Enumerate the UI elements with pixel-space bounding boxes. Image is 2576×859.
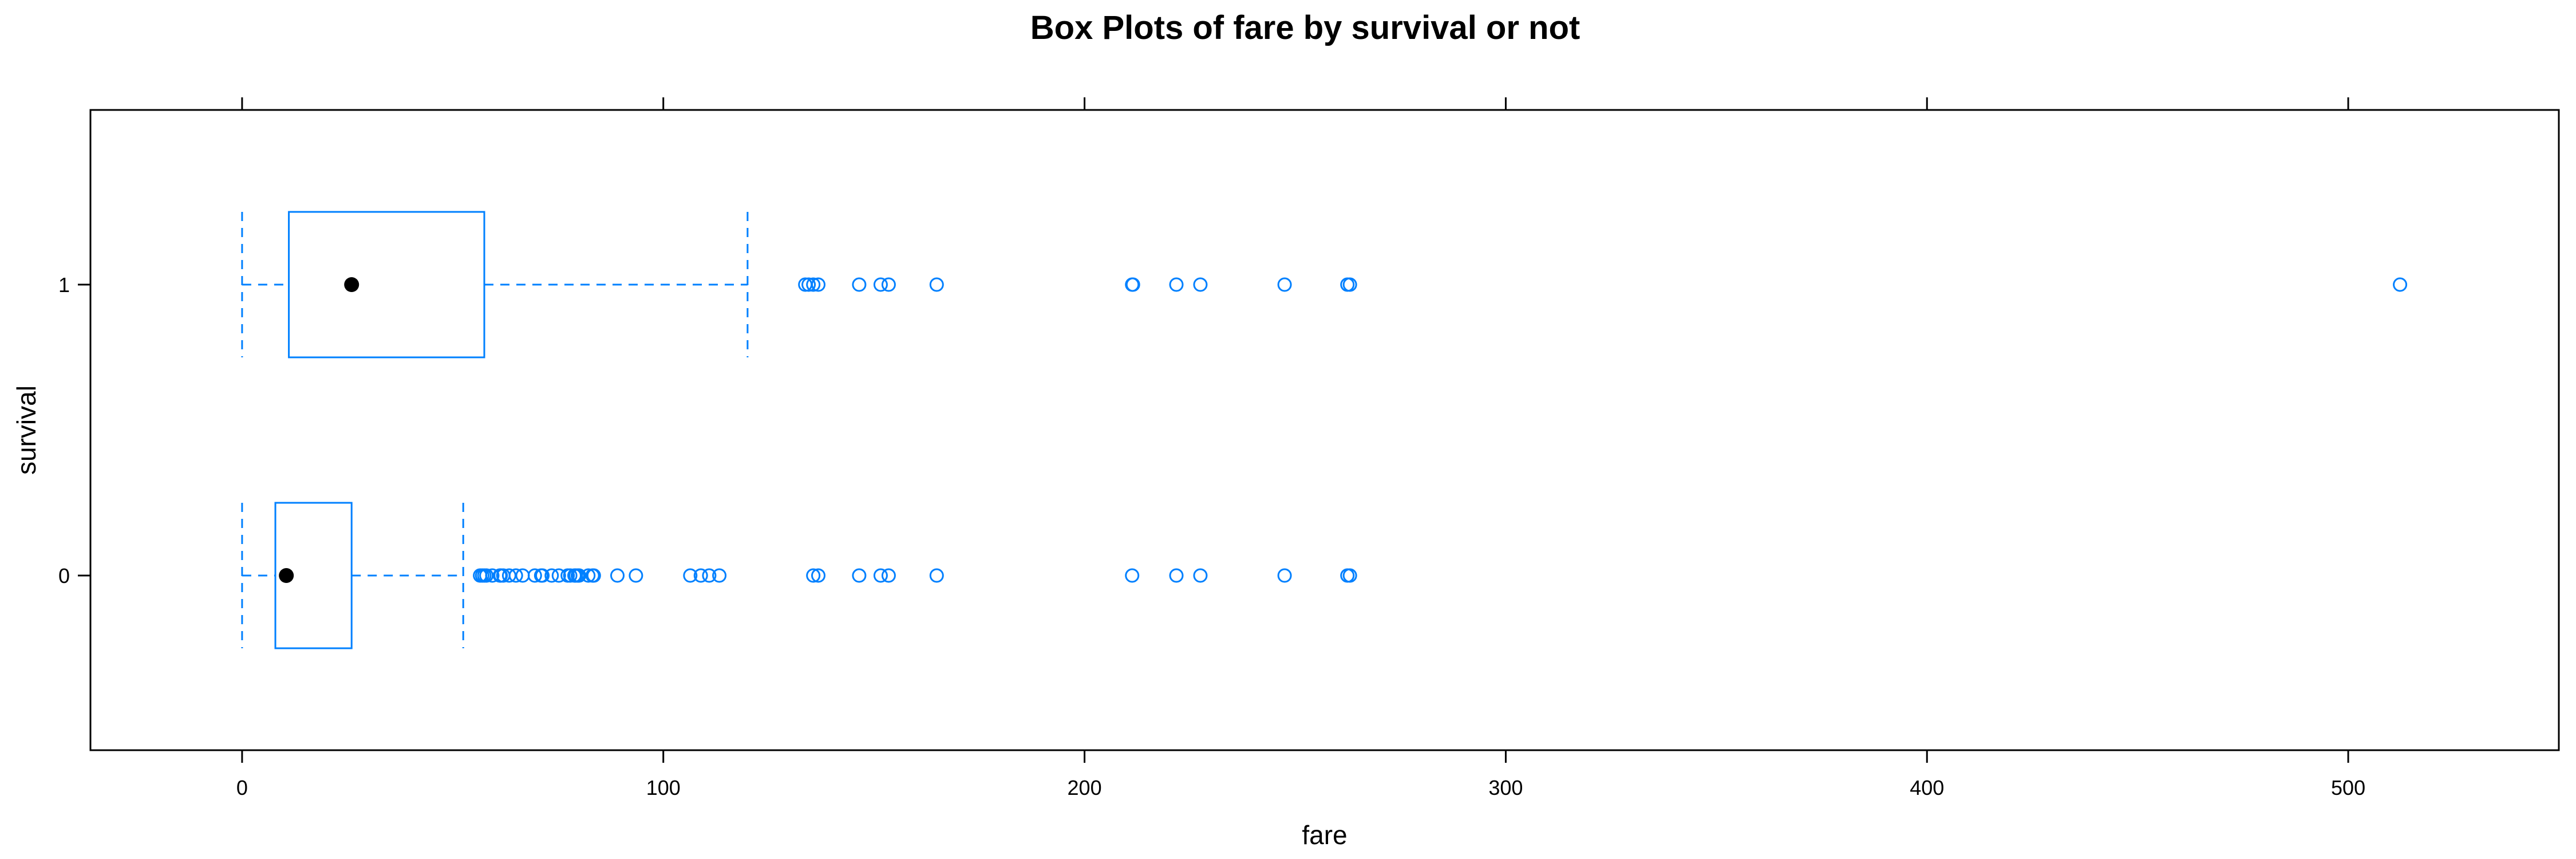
outlier-point bbox=[544, 568, 559, 583]
outlier-point bbox=[693, 568, 708, 583]
box-group-1 bbox=[241, 211, 2408, 358]
box-group-0 bbox=[241, 502, 1357, 649]
outlier-point bbox=[806, 568, 821, 583]
outlier-point bbox=[1342, 277, 1357, 292]
outlier-point bbox=[1193, 568, 1208, 583]
outlier-point bbox=[2393, 277, 2408, 292]
y-tick-label: 0 bbox=[58, 564, 70, 588]
median-dot bbox=[344, 277, 359, 292]
outlier-point bbox=[610, 568, 625, 583]
outlier-point bbox=[586, 568, 601, 583]
y-axis: 01 bbox=[58, 273, 90, 588]
outlier-point bbox=[806, 277, 821, 292]
box-iqr bbox=[288, 211, 485, 358]
y-axis-label: survival bbox=[11, 385, 41, 475]
median-dot bbox=[279, 568, 294, 583]
outlier-point bbox=[1125, 277, 1140, 292]
outlier-point bbox=[881, 568, 896, 583]
box-iqr bbox=[274, 502, 353, 649]
outlier-point bbox=[1169, 277, 1184, 292]
outlier-point bbox=[1277, 568, 1292, 583]
outlier-point bbox=[485, 568, 500, 583]
outlier-point bbox=[535, 568, 550, 583]
outlier-point bbox=[873, 568, 888, 583]
outlier-point bbox=[712, 568, 727, 583]
outlier-point bbox=[1193, 277, 1208, 292]
x-tick-label: 400 bbox=[1910, 776, 1944, 799]
x-axis-top-ticks bbox=[241, 97, 2349, 110]
outlier-point bbox=[929, 568, 944, 583]
outlier-point bbox=[563, 568, 578, 583]
outlier-point bbox=[1125, 568, 1140, 583]
chart-title: Box Plots of fare by survival or not bbox=[1030, 9, 1580, 46]
outlier-point bbox=[551, 568, 566, 583]
x-tick-label: 200 bbox=[1068, 776, 1102, 799]
outlier-point bbox=[1277, 277, 1292, 292]
outlier-point bbox=[852, 277, 867, 292]
x-tick-label: 500 bbox=[2331, 776, 2365, 799]
outlier-point bbox=[801, 277, 816, 292]
outlier-point bbox=[1342, 568, 1357, 583]
outlier-point bbox=[811, 568, 826, 583]
outlier-point bbox=[929, 277, 944, 292]
outlier-point bbox=[881, 277, 896, 292]
outlier-point bbox=[581, 568, 596, 583]
outlier-point bbox=[1169, 568, 1184, 583]
outlier-point bbox=[508, 568, 523, 583]
outlier-point bbox=[479, 568, 494, 583]
x-tick-label: 100 bbox=[646, 776, 681, 799]
x-axis-label: fare bbox=[1302, 820, 1347, 850]
outlier-point bbox=[629, 568, 643, 583]
box-plots bbox=[241, 211, 2408, 649]
outlier-point bbox=[811, 277, 826, 292]
x-tick-label: 0 bbox=[236, 776, 248, 799]
outlier-point bbox=[527, 568, 542, 583]
outlier-point bbox=[702, 568, 717, 583]
x-tick-label: 300 bbox=[1488, 776, 1523, 799]
plot-frame bbox=[89, 109, 2560, 751]
outlier-point bbox=[572, 568, 587, 583]
outlier-point bbox=[852, 568, 867, 583]
outlier-point bbox=[683, 568, 698, 583]
outlier-point bbox=[873, 277, 888, 292]
outlier-point bbox=[501, 568, 516, 583]
y-tick-label: 1 bbox=[58, 273, 70, 297]
x-axis-bottom-ticks: 0 100 200 300 400 500 bbox=[236, 750, 2365, 799]
